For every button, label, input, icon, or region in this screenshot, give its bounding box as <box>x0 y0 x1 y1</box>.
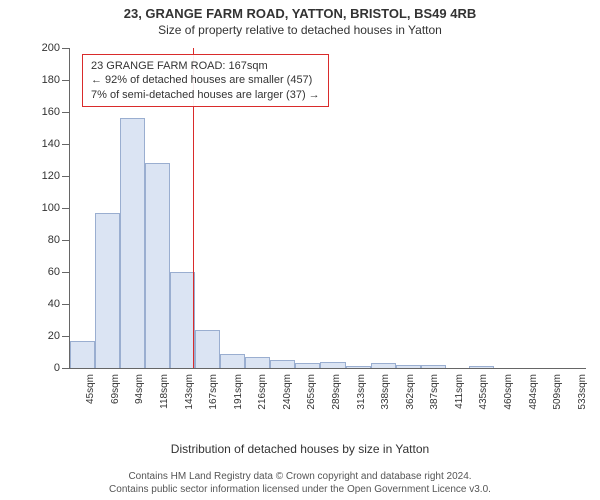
histogram-bar <box>421 365 446 368</box>
x-tick-label: 289sqm <box>331 374 342 410</box>
x-tick-label: 435sqm <box>478 374 489 410</box>
x-labels-group: 45sqm 69sqm 94sqm 118sqm 143sqm 167sqm 191sqm 2… <box>69 370 585 418</box>
histogram-bar <box>320 362 345 368</box>
x-tick-label: 191sqm <box>233 374 244 410</box>
histogram-bar <box>70 341 95 368</box>
x-tick-label: 313sqm <box>356 374 367 410</box>
histogram-bar <box>245 357 270 368</box>
histogram-bar <box>170 272 195 368</box>
footer-line2: Contains public sector information licen… <box>0 484 600 497</box>
y-tick-label: 180 <box>42 74 70 86</box>
histogram-bar <box>120 118 145 368</box>
x-tick-label: 533sqm <box>577 374 588 410</box>
x-tick-label: 118sqm <box>159 374 170 409</box>
footer-attribution: Contains HM Land Registry data © Crown c… <box>0 471 600 496</box>
annotation-box: 23 GRANGE FARM ROAD: 167sqm ← 92% of det… <box>82 54 329 107</box>
y-tick-label: 0 <box>54 362 70 374</box>
annotation-line3: 7% of semi-detached houses are larger (3… <box>91 88 320 102</box>
chart-container: 23, GRANGE FARM ROAD, YATTON, BRISTOL, B… <box>0 0 600 500</box>
x-tick-label: 338sqm <box>380 374 391 410</box>
x-tick-label: 484sqm <box>528 374 539 410</box>
x-tick-label: 45sqm <box>85 374 96 404</box>
x-tick-label: 216sqm <box>257 374 268 410</box>
histogram-bar <box>195 330 220 368</box>
annotation-line2: ← 92% of detached houses are smaller (45… <box>91 73 320 87</box>
footer-line1: Contains HM Land Registry data © Crown c… <box>0 471 600 484</box>
y-tick-label: 200 <box>42 42 70 54</box>
histogram-bar <box>95 213 120 368</box>
chart-area: Number of detached properties 23 GRANGE … <box>45 48 585 408</box>
y-tick-label: 120 <box>42 170 70 182</box>
histogram-bar <box>346 366 371 368</box>
y-tick-label: 40 <box>48 298 70 310</box>
x-tick-label: 94sqm <box>134 374 145 404</box>
x-tick-label: 509sqm <box>552 374 563 410</box>
x-tick-label: 265sqm <box>306 374 317 410</box>
x-tick-label: 387sqm <box>429 374 440 410</box>
y-tick-label: 20 <box>48 330 70 342</box>
chart-title-sub: Size of property relative to detached ho… <box>0 21 600 37</box>
histogram-bar <box>469 366 494 368</box>
y-tick-label: 160 <box>42 106 70 118</box>
histogram-bar <box>145 163 170 368</box>
y-tick-label: 60 <box>48 266 70 278</box>
plot-area: 23 GRANGE FARM ROAD: 167sqm ← 92% of det… <box>69 48 586 369</box>
x-tick-label: 240sqm <box>282 374 293 410</box>
x-tick-label: 460sqm <box>503 374 514 410</box>
histogram-bar <box>270 360 295 368</box>
histogram-bar <box>371 363 396 368</box>
x-tick-label: 167sqm <box>208 374 219 410</box>
chart-title-main: 23, GRANGE FARM ROAD, YATTON, BRISTOL, B… <box>0 0 600 21</box>
histogram-bar <box>295 363 320 368</box>
histogram-bar <box>220 354 245 368</box>
annotation-line1: 23 GRANGE FARM ROAD: 167sqm <box>91 59 320 73</box>
x-axis-title: Distribution of detached houses by size … <box>0 442 600 456</box>
x-tick-label: 411sqm <box>454 374 465 409</box>
histogram-bar <box>396 365 421 368</box>
x-tick-label: 362sqm <box>405 374 416 410</box>
x-tick-label: 143sqm <box>184 374 195 410</box>
y-tick-label: 100 <box>42 202 70 214</box>
y-tick-label: 140 <box>42 138 70 150</box>
x-tick-label: 69sqm <box>110 374 121 404</box>
y-tick-label: 80 <box>48 234 70 246</box>
